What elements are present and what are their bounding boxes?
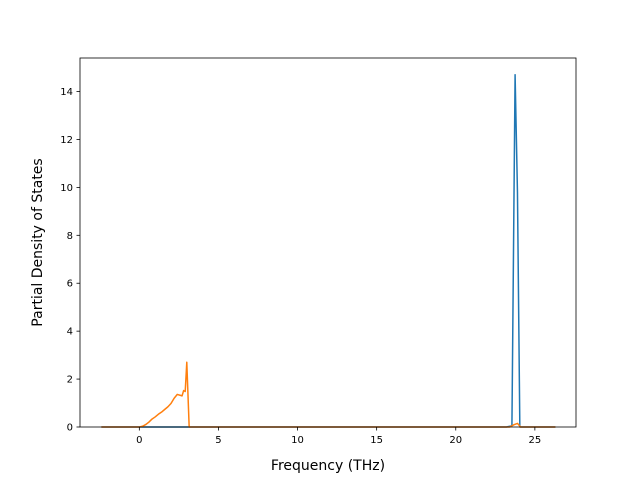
y-tick-label: 12 — [60, 135, 73, 146]
x-tick-label: 20 — [449, 435, 462, 446]
y-tick-label: 4 — [67, 327, 73, 338]
y-tick-label: 2 — [67, 375, 73, 386]
x-tick-label: 15 — [370, 435, 383, 446]
y-tick-label: 8 — [67, 231, 73, 242]
y-tick-label: 0 — [67, 423, 73, 434]
y-tick-label: 6 — [67, 279, 73, 290]
y-tick-label: 14 — [60, 87, 73, 98]
x-axis-label: Frequency (THz) — [271, 458, 385, 474]
x-tick-label: 25 — [528, 435, 541, 446]
y-axis-label: Partial Density of States — [30, 158, 46, 326]
y-ticks: 0 2 4 6 8 10 12 14 — [60, 87, 80, 434]
x-ticks: 0 5 10 15 20 25 — [136, 427, 541, 446]
x-tick-label: 10 — [291, 435, 304, 446]
plot-area — [80, 58, 576, 427]
x-tick-label: 0 — [136, 435, 142, 446]
y-tick-label: 10 — [60, 183, 73, 194]
x-tick-label: 5 — [215, 435, 221, 446]
plot-frame — [79, 57, 577, 428]
